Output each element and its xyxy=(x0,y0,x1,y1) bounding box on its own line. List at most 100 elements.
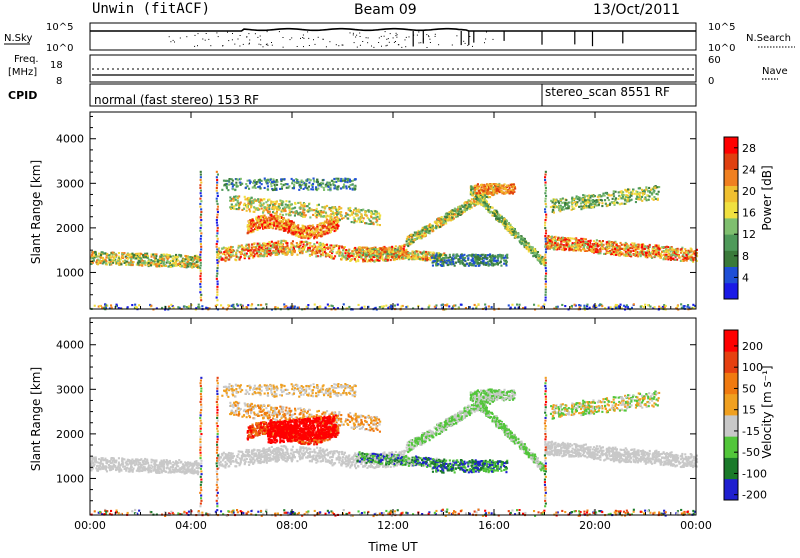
power-point xyxy=(295,235,297,237)
power-point xyxy=(309,247,311,249)
power-point xyxy=(486,257,488,259)
power-point xyxy=(447,264,449,266)
power-point xyxy=(270,245,272,247)
power-point xyxy=(379,224,381,226)
power-point xyxy=(187,263,189,265)
power-point xyxy=(302,184,304,186)
nsky-point xyxy=(388,38,389,39)
power-point xyxy=(135,257,137,259)
power-point xyxy=(447,219,449,221)
power-point xyxy=(457,213,459,215)
nsky-point xyxy=(283,37,284,38)
power-point xyxy=(451,211,453,213)
power-point xyxy=(501,185,503,187)
power-point xyxy=(350,184,352,186)
power-point xyxy=(487,209,489,211)
power-point xyxy=(268,253,270,255)
power-point xyxy=(321,206,323,208)
power-point xyxy=(301,234,303,236)
nsky-point xyxy=(206,33,207,34)
power-point xyxy=(355,178,357,180)
power-point xyxy=(477,262,479,264)
power-point xyxy=(245,187,247,189)
power-point xyxy=(354,213,356,215)
power-point xyxy=(233,205,235,207)
power-point xyxy=(299,184,301,186)
power-point xyxy=(132,264,134,266)
power-point xyxy=(294,215,296,217)
power-point xyxy=(309,249,311,251)
power-point xyxy=(487,254,489,256)
nsky-frame xyxy=(90,23,696,50)
power-point xyxy=(309,207,311,209)
power-point xyxy=(494,257,496,259)
power-point xyxy=(264,178,266,180)
power-point xyxy=(223,251,225,253)
power-point xyxy=(179,265,181,267)
power-point xyxy=(483,187,485,189)
power-point xyxy=(448,215,450,217)
power-point xyxy=(330,223,332,225)
power-point xyxy=(328,186,330,188)
power-point xyxy=(320,229,322,231)
power-point xyxy=(297,202,299,204)
power-point xyxy=(288,214,290,216)
power-point xyxy=(425,226,427,228)
power-point xyxy=(318,243,320,245)
nsky-point xyxy=(354,42,355,43)
power-point xyxy=(177,259,179,261)
power-point xyxy=(332,218,334,220)
power-point xyxy=(344,178,346,180)
power-point xyxy=(273,208,275,210)
power-point xyxy=(489,253,491,255)
power-point xyxy=(337,178,339,180)
power-point xyxy=(313,179,315,181)
power-point xyxy=(316,229,318,231)
power-point xyxy=(354,188,356,190)
power-point xyxy=(508,191,510,193)
power-point xyxy=(462,255,464,257)
power-point xyxy=(359,249,361,251)
power-point xyxy=(172,263,174,265)
power-point xyxy=(265,217,267,219)
power-point xyxy=(468,206,470,208)
power-point xyxy=(496,211,498,213)
power-point xyxy=(136,253,138,255)
power-point xyxy=(345,215,347,217)
power-point xyxy=(370,252,372,254)
power-point xyxy=(306,205,308,207)
power-point xyxy=(246,207,248,209)
power-scatter xyxy=(90,171,698,311)
power-point xyxy=(425,258,427,260)
power-point xyxy=(232,180,234,182)
power-point xyxy=(425,230,427,232)
power-point xyxy=(486,201,488,203)
power-point xyxy=(454,210,456,212)
power-point xyxy=(362,260,364,262)
power-point xyxy=(391,248,393,250)
power-point xyxy=(341,246,343,248)
power-point xyxy=(320,215,322,217)
power-point xyxy=(302,248,304,250)
power-point xyxy=(356,249,358,251)
power-point xyxy=(286,206,288,208)
power-point xyxy=(377,259,379,261)
power-point xyxy=(424,234,426,236)
power-point xyxy=(480,200,482,202)
power-point xyxy=(486,196,488,198)
nsky-tick-bottom: 10^0 xyxy=(46,43,73,54)
power-point xyxy=(325,212,327,214)
power-point xyxy=(315,188,317,190)
power-point xyxy=(312,224,314,226)
power-point xyxy=(395,245,397,247)
power-point xyxy=(349,207,351,209)
nsearch-tick-bottom: 10^0 xyxy=(708,43,735,54)
power-point xyxy=(329,251,331,253)
power-point xyxy=(342,253,344,255)
power-point xyxy=(291,251,293,253)
power-point xyxy=(285,224,287,226)
power-point xyxy=(471,254,473,256)
power-point xyxy=(261,247,263,249)
power-point xyxy=(261,180,263,182)
power-point xyxy=(240,252,242,254)
